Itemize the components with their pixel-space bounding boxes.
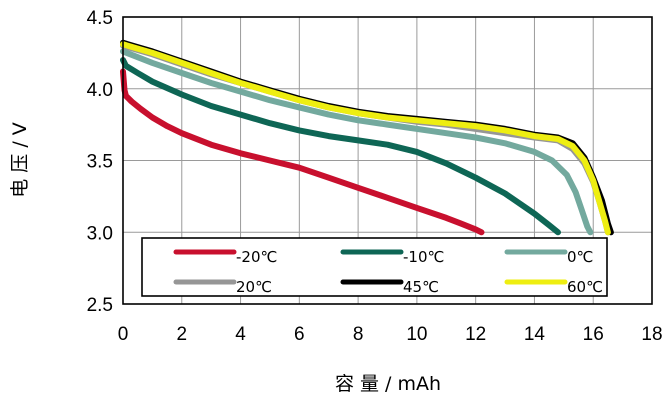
legend-label: 45℃	[403, 278, 439, 296]
y-tick-labels: 2.5 3.0 3.5 4.0 4.5	[87, 8, 113, 316]
y-tick-label: 4.0	[87, 80, 113, 101]
y-tick-label: 3.5	[87, 152, 113, 173]
legend: -20℃ -10℃ 0℃ 20℃ 45℃ 60℃	[141, 237, 608, 297]
x-axis-title: 容 量 / mAh	[335, 373, 441, 395]
series-line	[120, 48, 594, 236]
y-tick-label: 2.5	[87, 295, 113, 316]
x-tick-label: 18	[641, 324, 662, 345]
x-tick-label: 0	[118, 324, 129, 345]
series-lines	[120, 39, 614, 236]
y-axis-title: 电 压 / V	[9, 122, 31, 198]
series-line	[120, 41, 611, 236]
legend-label: -10℃	[403, 248, 444, 266]
series-line	[120, 57, 561, 236]
x-tick-label: 16	[583, 324, 604, 345]
legend-label: 20℃	[236, 278, 272, 296]
gridlines	[123, 17, 652, 304]
legend-box	[141, 237, 608, 297]
x-tick-label: 12	[465, 324, 486, 345]
legend-label: 0℃	[567, 248, 593, 266]
y-tick-label: 4.5	[87, 8, 113, 29]
series-line	[120, 68, 485, 236]
x-tick-label: 4	[235, 324, 246, 345]
plot-frame	[122, 16, 653, 305]
x-tick-label: 8	[353, 324, 364, 345]
legend-label: -20℃	[236, 248, 277, 266]
x-tick-label: 10	[406, 324, 427, 345]
x-tick-labels: 0 2 4 6 8 10 12 14 16 18	[118, 324, 663, 345]
legend-label: 60℃	[567, 278, 603, 296]
x-tick-label: 14	[524, 324, 546, 345]
x-tick-label: 6	[294, 324, 305, 345]
x-tick-label: 2	[176, 324, 187, 345]
y-tick-label: 3.0	[87, 223, 113, 244]
